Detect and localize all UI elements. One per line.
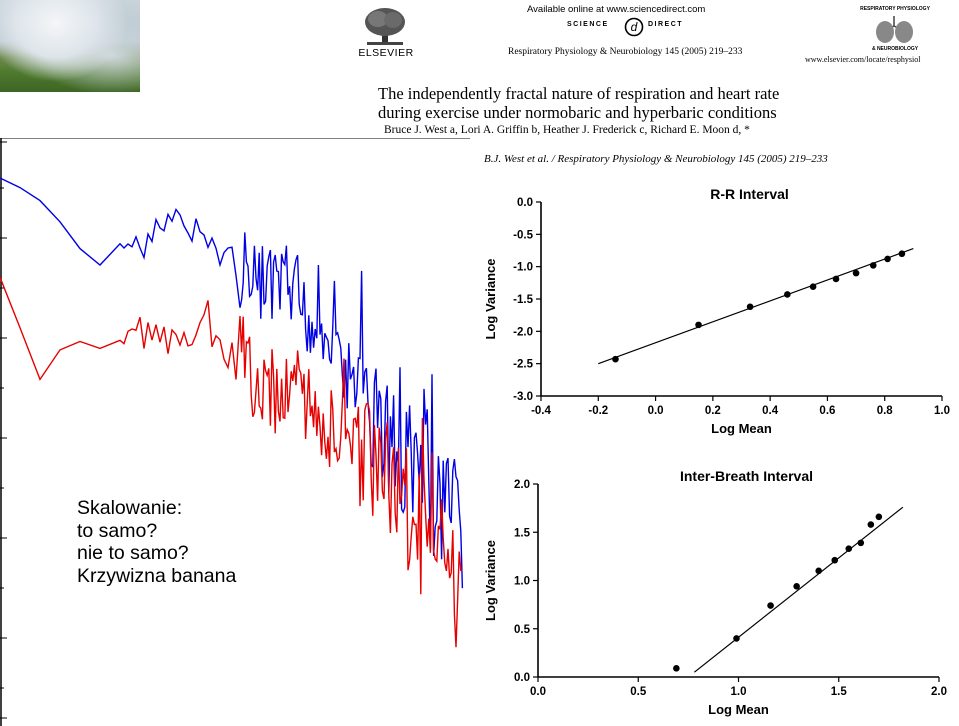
rr-point: [898, 250, 906, 258]
rr-point: [746, 303, 754, 311]
rr-y-tick-label: -3.0: [513, 391, 533, 403]
ib-point: [831, 556, 839, 564]
journal-citation: Respiratory Physiology & Neurobiology 14…: [508, 47, 743, 57]
rr-y-tick-label: -2.5: [513, 359, 533, 371]
sd-direct-word: DIRECT: [648, 21, 684, 28]
ib-title: Inter-Breath Interval: [680, 470, 813, 484]
lungs-icon: [876, 16, 913, 43]
ib-y-tick-label: 1.0: [514, 576, 530, 588]
ib-point: [793, 582, 800, 590]
ib-point: [767, 602, 774, 609]
running-header: B.J. West et al. / Respiratory Physiolog…: [484, 153, 828, 165]
rr-x-tick-label: 0.2: [705, 405, 721, 417]
rr-y-tick-label: -0.5: [513, 229, 533, 241]
inter-breath-chart: Inter-Breath Interval 0.0 0.5 1.0 1.5 2.0 2.0 1…: [483, 470, 947, 717]
spectrum-chart: [0, 138, 470, 726]
rr-x-tick-label: 0.0: [648, 405, 664, 417]
sciencedirect-logo: SCIENCE d DIRECT: [567, 17, 707, 37]
ib-y-tick-label: 2.0: [514, 479, 530, 491]
spectrum-series-blue: [0, 177, 464, 589]
ib-point: [875, 513, 883, 521]
ib-y-tick-label: 0.0: [514, 672, 530, 684]
elsevier-logo: ELSEVIER: [358, 8, 413, 59]
ib-point: [845, 545, 853, 552]
rr-interval-chart: R-R Interval -0.4 -0.2 0.0 0.2 0.4 0.6 0.8 1.0 0.…: [483, 186, 950, 436]
landscape-thumbnail: [0, 0, 140, 92]
author-overlap-mask: [465, 135, 485, 143]
spectrum-series-red: [0, 277, 463, 648]
available-online-text: Available online at www.sciencedirect.co…: [527, 4, 706, 15]
paper-authors: Bruce J. West a, Lori A. Griffin b, Heat…: [384, 124, 750, 136]
rr-x-tick-label: -0.2: [588, 405, 608, 417]
rr-y-tick-label: -1.0: [513, 262, 533, 274]
locate-url: www.elsevier.com/locate/resphysiol: [805, 55, 921, 64]
rr-point: [852, 269, 860, 277]
rr-x-tick-label: 0.6: [819, 405, 835, 417]
elsevier-tree-icon: [365, 8, 405, 45]
ib-point: [857, 539, 865, 547]
ib-x-tick-label: 0.0: [530, 686, 546, 698]
rr-point: [869, 262, 877, 269]
ib-x-tick-label: 0.5: [630, 686, 647, 698]
rr-x-tick-label: -0.4: [531, 405, 551, 417]
cover-title-bottom: & NEUROBIOLOGY: [871, 46, 919, 52]
rr-point: [695, 321, 702, 329]
rr-x-label: Log Mean: [711, 421, 772, 436]
ib-x-tick-label: 2.0: [931, 686, 947, 698]
ib-y-tick-label: 1.5: [514, 527, 531, 539]
ib-fit-line: [694, 506, 904, 673]
caption-line4: Krzywizna banana: [77, 564, 237, 587]
caption-line2: to samo?: [77, 519, 158, 542]
ib-y-label: Log Variance: [483, 540, 498, 621]
rr-y-label: Log Variance: [483, 259, 498, 340]
rr-point: [809, 283, 817, 291]
rr-title: R-R Interval: [710, 186, 789, 202]
rr-x-tick-label: 0.4: [762, 405, 779, 417]
rr-y-tick-label: -1.5: [513, 294, 533, 306]
journal-cover-logo: RESPIRATORY PHYSIOLOGY & NEUROBIOLOGY: [852, 6, 938, 60]
sd-at-icon: d: [624, 17, 644, 37]
sd-science-word: SCIENCE: [567, 21, 609, 28]
ib-x-label: Log Mean: [708, 702, 769, 717]
ib-point: [733, 635, 740, 642]
spectrum-ticks: [0, 141, 7, 719]
rr-point: [832, 275, 840, 283]
ib-point: [815, 567, 822, 575]
ib-y-tick-label: 0.5: [514, 624, 531, 636]
ib-x-tick-label: 1.5: [831, 686, 848, 698]
rr-y-tick-label: 0.0: [517, 197, 533, 209]
ib-point: [673, 665, 680, 672]
svg-text:d: d: [631, 20, 638, 34]
rr-x-tick-label: 0.8: [877, 405, 894, 417]
rr-y-tick-label: -2.0: [513, 326, 533, 338]
elsevier-wordmark: ELSEVIER: [358, 47, 413, 59]
paper-title-line1: The independently fractal nature of resp…: [378, 84, 780, 103]
ib-point: [867, 521, 875, 528]
slide-caption: Skalowanie: to samo? nie to samo? Krzywi…: [77, 497, 236, 587]
rr-x-tick-label: 1.0: [934, 405, 950, 417]
ib-x-tick-label: 1.0: [731, 686, 747, 698]
rr-point: [784, 291, 791, 298]
rr-point: [884, 255, 891, 263]
paper-title-line2: during exercise under normobaric and hyp…: [378, 103, 777, 122]
rr-point: [612, 355, 619, 363]
caption-line1: Skalowanie:: [77, 497, 183, 519]
cover-title-top: RESPIRATORY PHYSIOLOGY: [860, 6, 930, 12]
caption-line3: nie to samo?: [77, 542, 189, 564]
rr-fit-line: [598, 247, 914, 365]
